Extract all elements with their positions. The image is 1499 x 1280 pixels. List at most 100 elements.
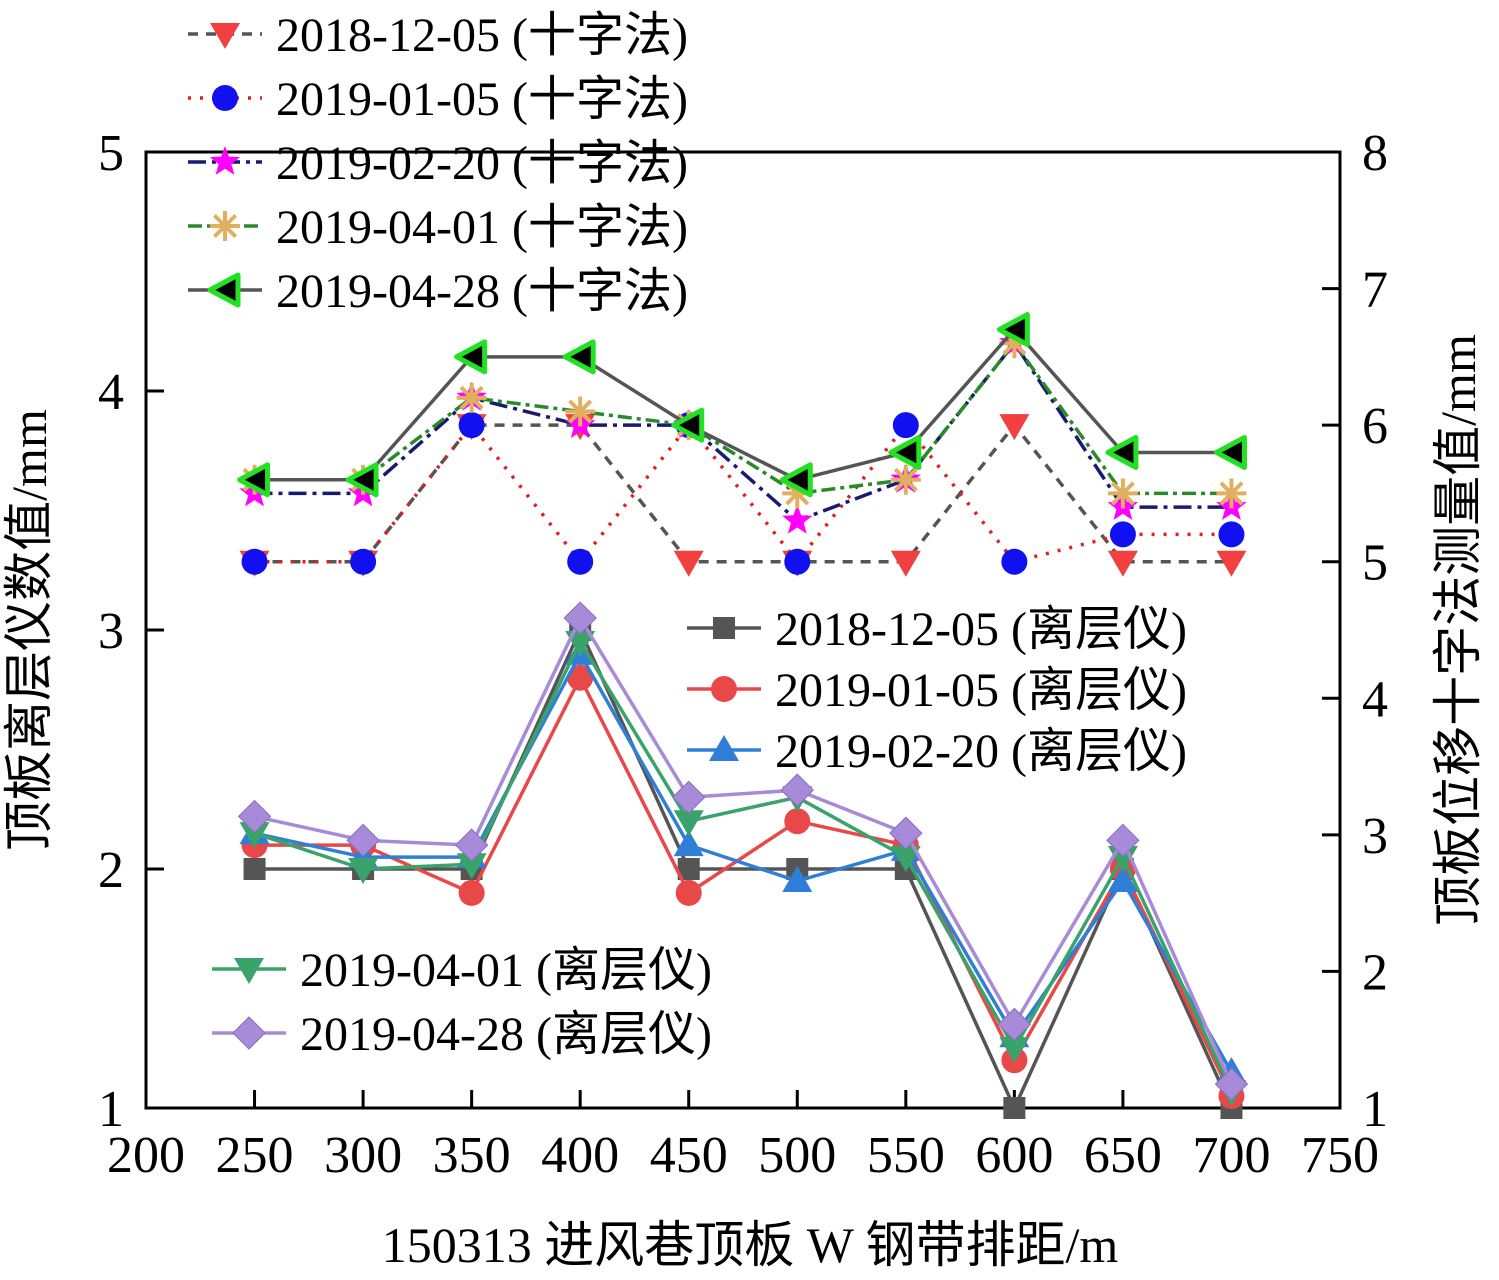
axes: 200 250 300 350 400 450 500 550 600 650 700 7501234… <box>98 125 1388 1184</box>
data-point-left-1 <box>567 664 594 691</box>
legend-label: 2019-04-28 (离层仪) <box>300 1008 712 1061</box>
y-axis-right-title: 顶板位移十字法测量值/mm <box>1430 334 1486 926</box>
data-point-right-3 <box>565 396 596 427</box>
data-point-left-1 <box>458 879 485 906</box>
data-point-right-4 <box>1213 434 1247 470</box>
data-point-left-3 <box>999 1037 1030 1064</box>
x-tick-label: 700 <box>1192 1127 1270 1184</box>
data-point-left-4 <box>346 823 380 858</box>
legend-marker <box>210 23 240 49</box>
legend-marker <box>212 85 238 111</box>
series-left-4 <box>237 601 1249 1101</box>
x-axis-title: 150313 进风巷顶板 W 钢带排距/m <box>382 1217 1119 1273</box>
data-point-right-3 <box>890 464 921 495</box>
data-point-right-4 <box>237 462 271 498</box>
data-point-right-1 <box>892 412 919 439</box>
data-point-right-4 <box>1105 434 1139 470</box>
legend-entry-left-3: 2019-04-01 (离层仪) <box>212 944 712 997</box>
data-point-left-2 <box>1107 865 1138 892</box>
series-line-left-3 <box>253 640 1234 1093</box>
y-right-tick-label: 3 <box>1362 808 1388 865</box>
legend-entry-right-0: 2018-12-05 (十字法) <box>188 9 688 62</box>
legend-marker <box>210 211 240 241</box>
data-point-left-0 <box>677 858 700 880</box>
data-point-right-4 <box>562 339 596 375</box>
data-point-right-0 <box>999 414 1030 441</box>
data-point-right-1 <box>1109 521 1136 548</box>
data-point-left-3 <box>456 853 487 880</box>
legend-label: 2019-01-05 (十字法) <box>276 73 688 126</box>
legend-marker <box>711 676 737 702</box>
y-left-tick-label: 4 <box>98 364 124 421</box>
data-point-right-4 <box>996 312 1030 348</box>
legend-entry-right-2: 2019-02-20 (十字法) <box>188 137 688 190</box>
x-tick-label: 400 <box>541 1127 619 1184</box>
x-tick-label: 450 <box>650 1127 728 1184</box>
data-point-right-1 <box>1001 548 1028 575</box>
legend-entry-right-3: 2019-04-01 (十字法) <box>188 201 688 254</box>
data-point-left-4 <box>889 816 923 850</box>
data-point-right-1 <box>241 548 268 575</box>
data-point-right-0 <box>890 550 921 577</box>
data-point-left-3 <box>673 810 704 837</box>
y-left-tick-label: 3 <box>98 603 124 660</box>
data-point-right-4 <box>345 462 379 498</box>
legends: 2018-12-05 (十字法) 2019-01-05 (十字法) 2019-02-… <box>188 9 1187 1061</box>
x-tick-label: 200 <box>107 1127 185 1184</box>
data-point-right-2 <box>782 504 813 534</box>
data-point-right-3 <box>1107 478 1138 509</box>
series-line-right-0 <box>254 423 1232 564</box>
series-right-2 <box>239 327 1247 534</box>
data-point-right-4 <box>671 407 705 443</box>
legend-label: 2019-02-20 (十字法) <box>276 137 688 190</box>
legend-marker <box>209 146 241 175</box>
data-point-left-2 <box>782 865 813 892</box>
legend-label: 2019-04-28 (十字法) <box>276 265 688 318</box>
y-right-tick-label: 2 <box>1362 944 1388 1001</box>
y-right-tick-label: 7 <box>1362 262 1388 319</box>
data-point-left-4 <box>237 799 272 834</box>
legend-marker <box>234 958 264 984</box>
data-point-right-3 <box>456 382 487 413</box>
data-point-left-3 <box>890 846 921 873</box>
data-point-right-1 <box>350 548 377 575</box>
legend-entry-left-4: 2019-04-28 (离层仪) <box>212 1008 712 1061</box>
series-line-right-3 <box>254 341 1232 496</box>
legend-marker <box>709 735 739 761</box>
data-point-right-1 <box>1218 521 1245 548</box>
data-point-left-3 <box>239 822 270 849</box>
series-line-right-1 <box>254 423 1232 564</box>
data-point-left-4 <box>672 780 706 815</box>
data-point-right-0 <box>673 550 704 577</box>
data-point-right-4 <box>454 339 488 375</box>
data-point-right-0 <box>1216 550 1247 577</box>
x-tick-label: 750 <box>1301 1127 1379 1184</box>
legend-entry-left-0: 2018-12-05 (离层仪) <box>687 603 1187 656</box>
x-tick-label: 500 <box>758 1127 836 1184</box>
data-point-left-4 <box>997 1007 1032 1042</box>
x-tick-label: 300 <box>324 1127 402 1184</box>
legend-label: 2019-04-01 (离层仪) <box>300 944 712 997</box>
series-lines <box>237 312 1249 1119</box>
x-tick-label: 650 <box>1084 1127 1162 1184</box>
data-point-left-2 <box>673 830 704 857</box>
y-left-tick-label: 5 <box>98 125 124 182</box>
x-tick-label: 250 <box>216 1127 294 1184</box>
y-left-tick-label: 1 <box>98 1081 124 1138</box>
data-point-left-1 <box>784 808 811 835</box>
y-right-tick-label: 5 <box>1362 535 1388 592</box>
legend-entry-left-2: 2019-02-20 (离层仪) <box>687 725 1187 778</box>
data-point-right-1 <box>458 412 485 439</box>
legend-label: 2018-12-05 (十字法) <box>276 9 688 62</box>
legend-entry-left-1: 2019-01-05 (离层仪) <box>687 664 1187 717</box>
y-right-tick-label: 8 <box>1362 125 1388 182</box>
data-point-left-0 <box>243 858 266 880</box>
y-right-tick-label: 1 <box>1362 1081 1388 1138</box>
data-point-right-0 <box>1107 550 1138 577</box>
legend-marker <box>713 617 735 639</box>
legend-marker <box>232 1016 266 1050</box>
y-axis-left-title: 顶板离层仪数值/mm <box>1 409 57 851</box>
series-right-3 <box>239 328 1247 509</box>
